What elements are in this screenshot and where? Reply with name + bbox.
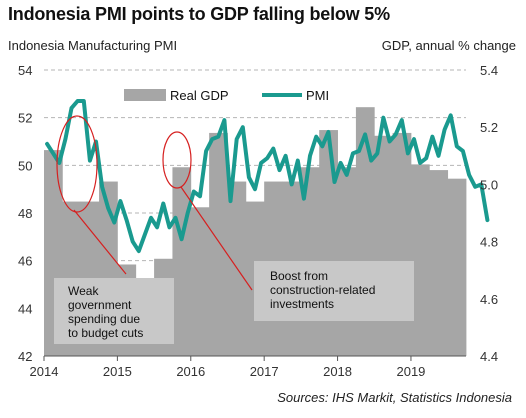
annotation-text-budget-2: government: [68, 298, 132, 312]
annotation-boxes: Weak government spending due to budget c…: [54, 261, 414, 344]
x-axis-ticks: 2014 2015 2016 2017 2018 2019: [30, 356, 425, 379]
gdp-bar-2018-Q4: [392, 132, 412, 356]
annotation-pointer-construction: [180, 186, 253, 291]
right-tick-label-5: 5.4: [480, 63, 498, 78]
annotation-box-construction: [254, 261, 414, 321]
left-tick-label-2: 46: [18, 254, 32, 269]
annotation-box-budget: [54, 278, 174, 344]
annotation-text-budget-1: Weak: [68, 284, 99, 298]
left-tick-label-4: 50: [18, 158, 32, 173]
legend-label-pmi: PMI: [306, 88, 329, 103]
gdp-bar-2017-Q4: [319, 130, 338, 356]
legend-swatch-gdp: [124, 89, 166, 101]
annotation-pointer-budget: [73, 209, 127, 275]
x-tick-label-1: 2015: [103, 364, 132, 379]
left-axis-title: Indonesia Manufacturing PMI: [8, 38, 178, 53]
x-tick-label-0: 2014: [30, 364, 59, 379]
x-tick-label-5: 2019: [396, 364, 425, 379]
left-tick-label-1: 44: [18, 301, 32, 316]
left-tick-label-6: 54: [18, 63, 32, 78]
right-axis-title: GDP, annual % change: [381, 38, 516, 53]
gdp-bar-2019-Q1: [410, 164, 430, 356]
right-tick-label-3: 5.0: [480, 177, 498, 192]
gdp-bar-2019-Q2: [429, 170, 449, 356]
left-tick-label-3: 48: [18, 206, 32, 221]
left-tick-label-5: 52: [18, 111, 32, 126]
annotation-circle-construction: [162, 131, 192, 189]
x-tick-label-3: 2017: [250, 364, 279, 379]
gdp-bar-2016-Q1: [190, 207, 210, 356]
legend: Real GDP PMI: [124, 88, 329, 103]
x-tick-label-4: 2018: [323, 364, 352, 379]
right-tick-label-1: 4.6: [480, 292, 498, 307]
right-axis-ticks: 4.4 4.6 4.8 5.0 5.2 5.4: [480, 63, 498, 364]
source-note: Sources: IHS Markit, Statistics Indonesi…: [277, 390, 512, 405]
right-tick-label-4: 5.2: [480, 120, 498, 135]
chart-title: Indonesia PMI points to GDP falling belo…: [8, 4, 390, 24]
gdp-bar-2016-Q2: [209, 132, 228, 356]
gdp-bar-2015-Q4: [172, 167, 192, 356]
pmi-line-layer: [45, 99, 490, 254]
right-tick-label-2: 4.8: [480, 235, 498, 250]
annotation-text-construction-3: investments: [270, 297, 334, 311]
annotation-text-budget-3: spending due: [68, 312, 140, 326]
right-tick-label-0: 4.4: [480, 349, 498, 364]
annotation-markers: [56, 115, 253, 291]
annotation-text-construction-1: Boost from: [270, 269, 328, 283]
left-axis-ticks: 42 44 46 48 50 52 54: [18, 63, 32, 364]
left-tick-label-0: 42: [18, 349, 32, 364]
annotation-text-budget-4: to budget cuts: [68, 326, 143, 340]
gdp-bar-2019-Q3: [447, 178, 467, 356]
annotation-text-construction-2: construction-related: [270, 283, 375, 297]
x-tick-label-2: 2016: [176, 364, 205, 379]
annotation-circle-budget: [56, 115, 98, 213]
legend-label-gdp: Real GDP: [170, 88, 229, 103]
pmi-series-line: [45, 99, 490, 254]
gdp-bar-2018-Q3: [374, 135, 394, 356]
